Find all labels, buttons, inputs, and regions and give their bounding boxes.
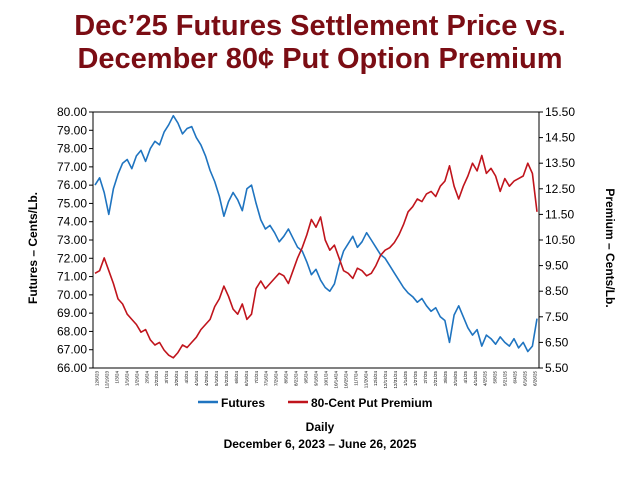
left-y-tick-label: 67.00 [57,343,87,357]
right-y-axis: 15.50 14.50 13.50 12.50 11.50 10.50 9.50 8.50 7.… [539,105,575,375]
x-tick-label: 4/29/24 [204,371,209,387]
chart-title-line-2: December 80¢ Put Option Premium [77,43,563,75]
right-y-tick-label: 15.50 [545,105,575,119]
left-y-tick-label: 70.00 [57,288,87,302]
plot-area [92,111,540,369]
x-tick-label: 5/23/24 [224,371,229,387]
right-y-tick-label: 14.50 [545,131,575,145]
x-tick-label: 10/1/24 [323,371,328,387]
x-tick-label: 2/9/24 [144,371,149,384]
left-y-tick-label: 77.00 [57,160,87,174]
x-tick-label: 3/19/25 [453,371,458,387]
right-y-tick-label: 10.50 [545,233,575,247]
x-tick-label: 3/7/24 [164,371,169,384]
x-tick-label: 4/1/25 [463,371,468,384]
x-tick-label: 5/21/25 [503,371,508,387]
x-tick-label: 3/6/25 [443,371,448,384]
chart-title-line-1: Dec’25 Futures Settlement Price vs. [74,10,566,42]
left-y-tick-label: 73.00 [57,233,87,247]
left-y-tick-label: 78.00 [57,142,87,156]
x-tick-label: 1/29/24 [134,371,139,387]
x-tick-label: 3/20/24 [174,371,179,387]
x-tick-label: 7/2/24 [254,371,259,384]
x-tick-label: 6/26/25 [533,371,538,387]
x-tick-label: 9/18/24 [314,371,319,387]
series-layer [92,111,540,369]
x-tick-label: 12/31/24 [393,371,398,389]
x-tick-label: 8/22/24 [294,371,299,387]
series-line-put-premium [94,154,538,359]
right-y-tick-label: 5.50 [545,361,569,375]
right-y-tick-label: 11.50 [545,207,574,221]
right-y-axis-label: Premium – Cents/Lb. [603,188,617,307]
x-axis-label: Daily [305,420,335,434]
x-tick-label: 6/4/25 [513,371,518,384]
x-tick-label: 5/10/24 [214,371,219,387]
legend-label-futures: Futures [221,396,265,410]
x-tick-label: 11/20/24 [363,371,368,389]
left-y-tick-label: 75.00 [57,196,87,210]
x-axis: 12/6/23 12/19/23 1/3/24 1/16/24 1/29/24 2/9/2… [95,371,538,389]
x-tick-label: 1/16/24 [124,371,129,387]
x-tick-label: 2/7/25 [423,371,428,384]
x-tick-label: 4/25/25 [483,371,488,387]
x-tick-label: 10/25/24 [343,371,348,389]
left-y-tick-label: 66.00 [57,361,87,375]
legend-label-put-premium: 80-Cent Put Premium [311,396,432,410]
left-y-tick-label: 76.00 [57,178,87,192]
date-range: December 6, 2023 – June 26, 2025 [223,437,417,451]
x-tick-label: 6/6/24 [234,371,239,384]
left-y-tick-label: 71.00 [57,270,87,284]
x-tick-label: 9/5/24 [304,371,309,384]
left-y-tick-label: 74.00 [57,215,87,229]
x-tick-label: 12/19/23 [104,371,109,389]
x-tick-label: 12/4/24 [373,371,378,387]
x-tick-label: 2/23/24 [154,371,159,387]
x-tick-label: 7/16/24 [264,371,269,387]
x-tick-label: 10/14/24 [333,371,338,389]
right-y-tick-label: 13.50 [545,156,575,170]
chart-title: Dec’25 Futures Settlement Price vs. Dece… [0,10,640,76]
x-tick-label: 2/21/25 [433,371,438,387]
x-tick-label: 4/16/24 [194,371,199,387]
x-tick-label: 1/14/25 [403,371,408,387]
x-tick-label: 7/29/24 [274,371,279,387]
x-tick-label: 11/7/24 [353,371,358,386]
x-tick-label: 4/14/25 [473,371,478,387]
x-tick-label: 8/9/24 [284,371,289,384]
right-y-tick-label: 7.50 [545,310,569,324]
left-y-tick-label: 68.00 [57,324,87,338]
right-y-tick-label: 9.50 [545,259,569,273]
x-tick-label: 1/27/25 [413,371,418,387]
legend: Futures 80-Cent Put Premium [198,396,432,410]
left-y-tick-label: 79.00 [57,123,87,137]
left-y-tick-label: 80.00 [57,105,87,119]
right-y-tick-label: 12.50 [545,182,575,196]
left-y-tick-label: 72.00 [57,251,87,265]
x-tick-label: 4/3/24 [184,371,189,384]
x-tick-label: 5/8/25 [493,371,498,384]
left-y-axis: 80.00 79.00 78.00 77.00 76.00 75.00 74.00 73.00… [57,105,93,375]
series-line-futures [94,114,538,353]
x-tick-label: 6/19/24 [244,371,249,387]
right-y-tick-label: 8.50 [545,284,569,298]
x-tick-label: 1/3/24 [114,371,119,384]
right-y-tick-label: 6.50 [545,335,569,349]
left-y-tick-label: 69.00 [57,306,87,320]
x-tick-label: 12/17/24 [383,371,388,389]
x-tick-label: 6/16/25 [523,371,528,387]
x-tick-label: 12/6/23 [95,371,100,387]
left-y-axis-label: Futures – Cents/Lb. [26,192,40,304]
